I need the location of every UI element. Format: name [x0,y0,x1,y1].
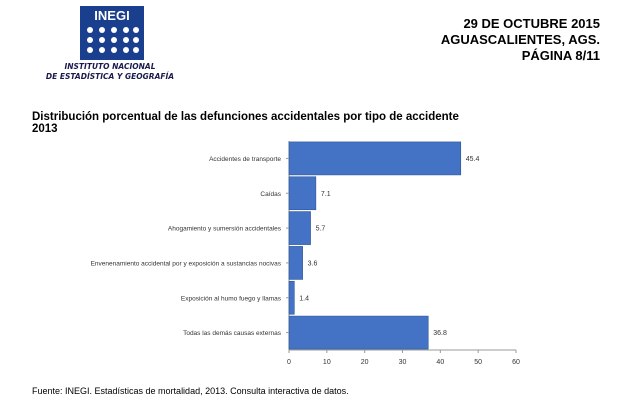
bar [288,141,462,176]
bar [288,246,303,280]
chart-title-block: Distribución porcentual de las defuncion… [32,111,552,135]
data-label: 1.4 [299,295,309,302]
data-label: 45.4 [466,156,480,163]
document-header: 29 DE OCTUBRE 2015 AGUASCALIENTES, AGS. … [441,16,600,64]
category-label: Todas las demás causas externas [183,330,282,337]
data-label: 7.1 [321,191,331,198]
x-tick-label: 50 [474,359,482,366]
header-date: 29 DE OCTUBRE 2015 [463,16,600,31]
data-label: 5.7 [316,226,326,233]
institute-name: INSTITUTO NACIONAL DE ESTADÍSTICA Y GEOG… [40,62,180,82]
category-label: Envenenamiento accidental por y exposici… [91,260,282,267]
x-tick-label: 20 [361,359,369,366]
institute-line-2: DE ESTADÍSTICA Y GEOGRAFÍA [45,72,175,81]
chart-subtitle: 2013 [32,123,58,135]
x-tick-label: 40 [436,359,444,366]
data-label: 3.6 [308,260,318,267]
category-label: Ahogamiento y sumersión accidentales [168,226,282,233]
bar [288,176,317,211]
institute-line-1: INSTITUTO NACIONAL [64,62,156,71]
category-label: Accidentes de transporte [209,156,281,163]
bar [288,315,429,350]
x-tick-label: 10 [323,359,331,366]
inegi-logo: INEGI [80,6,144,60]
data-label: 36.8 [433,330,447,337]
header-page: PÁGINA 8/11 [521,48,600,63]
logo-wordmark: INEGI [94,8,129,23]
category-label: Exposición al humo fuego y llamas [181,295,282,302]
x-tick-label: 30 [399,359,407,366]
chart-title: Distribución porcentual de las defuncion… [32,111,459,123]
header-location: AGUASCALIENTES, AGS. [440,32,600,47]
x-tick-label: 0 [287,359,291,366]
bar [288,280,295,315]
source-note: Fuente: INEGI. Estadísticas de mortalida… [32,386,349,396]
bar [288,211,311,245]
x-tick-label: 60 [512,359,520,366]
category-label: Caídas [260,191,281,198]
